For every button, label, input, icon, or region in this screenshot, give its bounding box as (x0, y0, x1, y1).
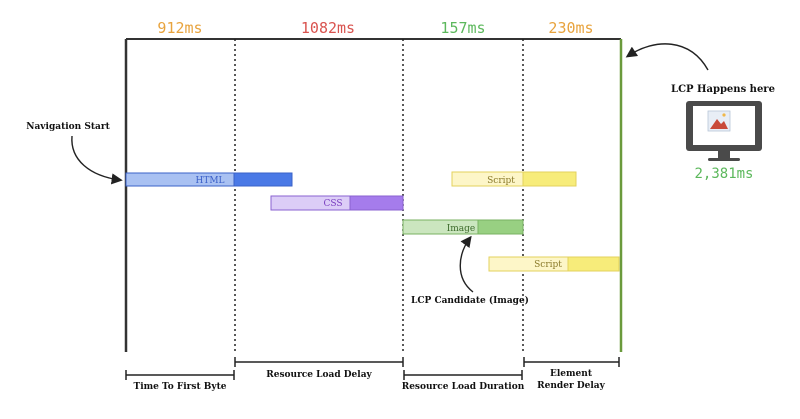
resource-bar-html: HTML (125, 172, 293, 187)
phase-label-resource-load-duration: Resource Load Duration (402, 382, 525, 392)
lcp-candidate-arrow (459, 235, 474, 293)
phase-bracket-resource-load-delay (234, 357, 404, 367)
resource-label-script-2: Script (534, 260, 562, 270)
phase-bracket-resource-load-duration (403, 370, 523, 380)
navigation-start-label: Navigation Start (26, 122, 110, 132)
phase-duration-resource-load-duration: 157ms (440, 19, 485, 37)
resource-bar-image: Image (402, 219, 524, 235)
resource-bar-script-1: Script (451, 171, 577, 187)
phase-label-ttfb: Time To First Byte (134, 382, 227, 392)
phase-label-element-render-delay-line1: Element (550, 369, 593, 379)
phase-bracket-ttfb (125, 370, 235, 380)
resource-label-script-1: Script (487, 176, 515, 186)
monitor-icon (686, 101, 762, 161)
phase-duration-resource-load-delay: 1082ms (301, 19, 355, 37)
resource-label-css: CSS (323, 199, 342, 209)
phase-duration-ttfb: 912ms (157, 19, 202, 37)
resource-bar-script-2: Script (488, 256, 620, 272)
lcp-happens-arrow (625, 43, 709, 71)
phase-label-element-render-delay-line2: Render Delay (537, 381, 605, 391)
resource-label-html: HTML (195, 176, 224, 186)
navigation-start-arrow (71, 135, 123, 185)
resource-label-image: Image (447, 224, 476, 234)
lcp-time-label: 2,381ms (694, 166, 753, 182)
lcp-candidate-label: LCP Candidate (Image) (411, 295, 529, 306)
lcp-happens-label: LCP Happens here (671, 84, 775, 95)
phase-bracket-element-render-delay (523, 357, 620, 367)
phase-label-resource-load-delay: Resource Load Delay (266, 370, 372, 380)
resource-bar-css: CSS (270, 195, 404, 211)
phase-duration-element-render-delay: 230ms (548, 19, 593, 37)
